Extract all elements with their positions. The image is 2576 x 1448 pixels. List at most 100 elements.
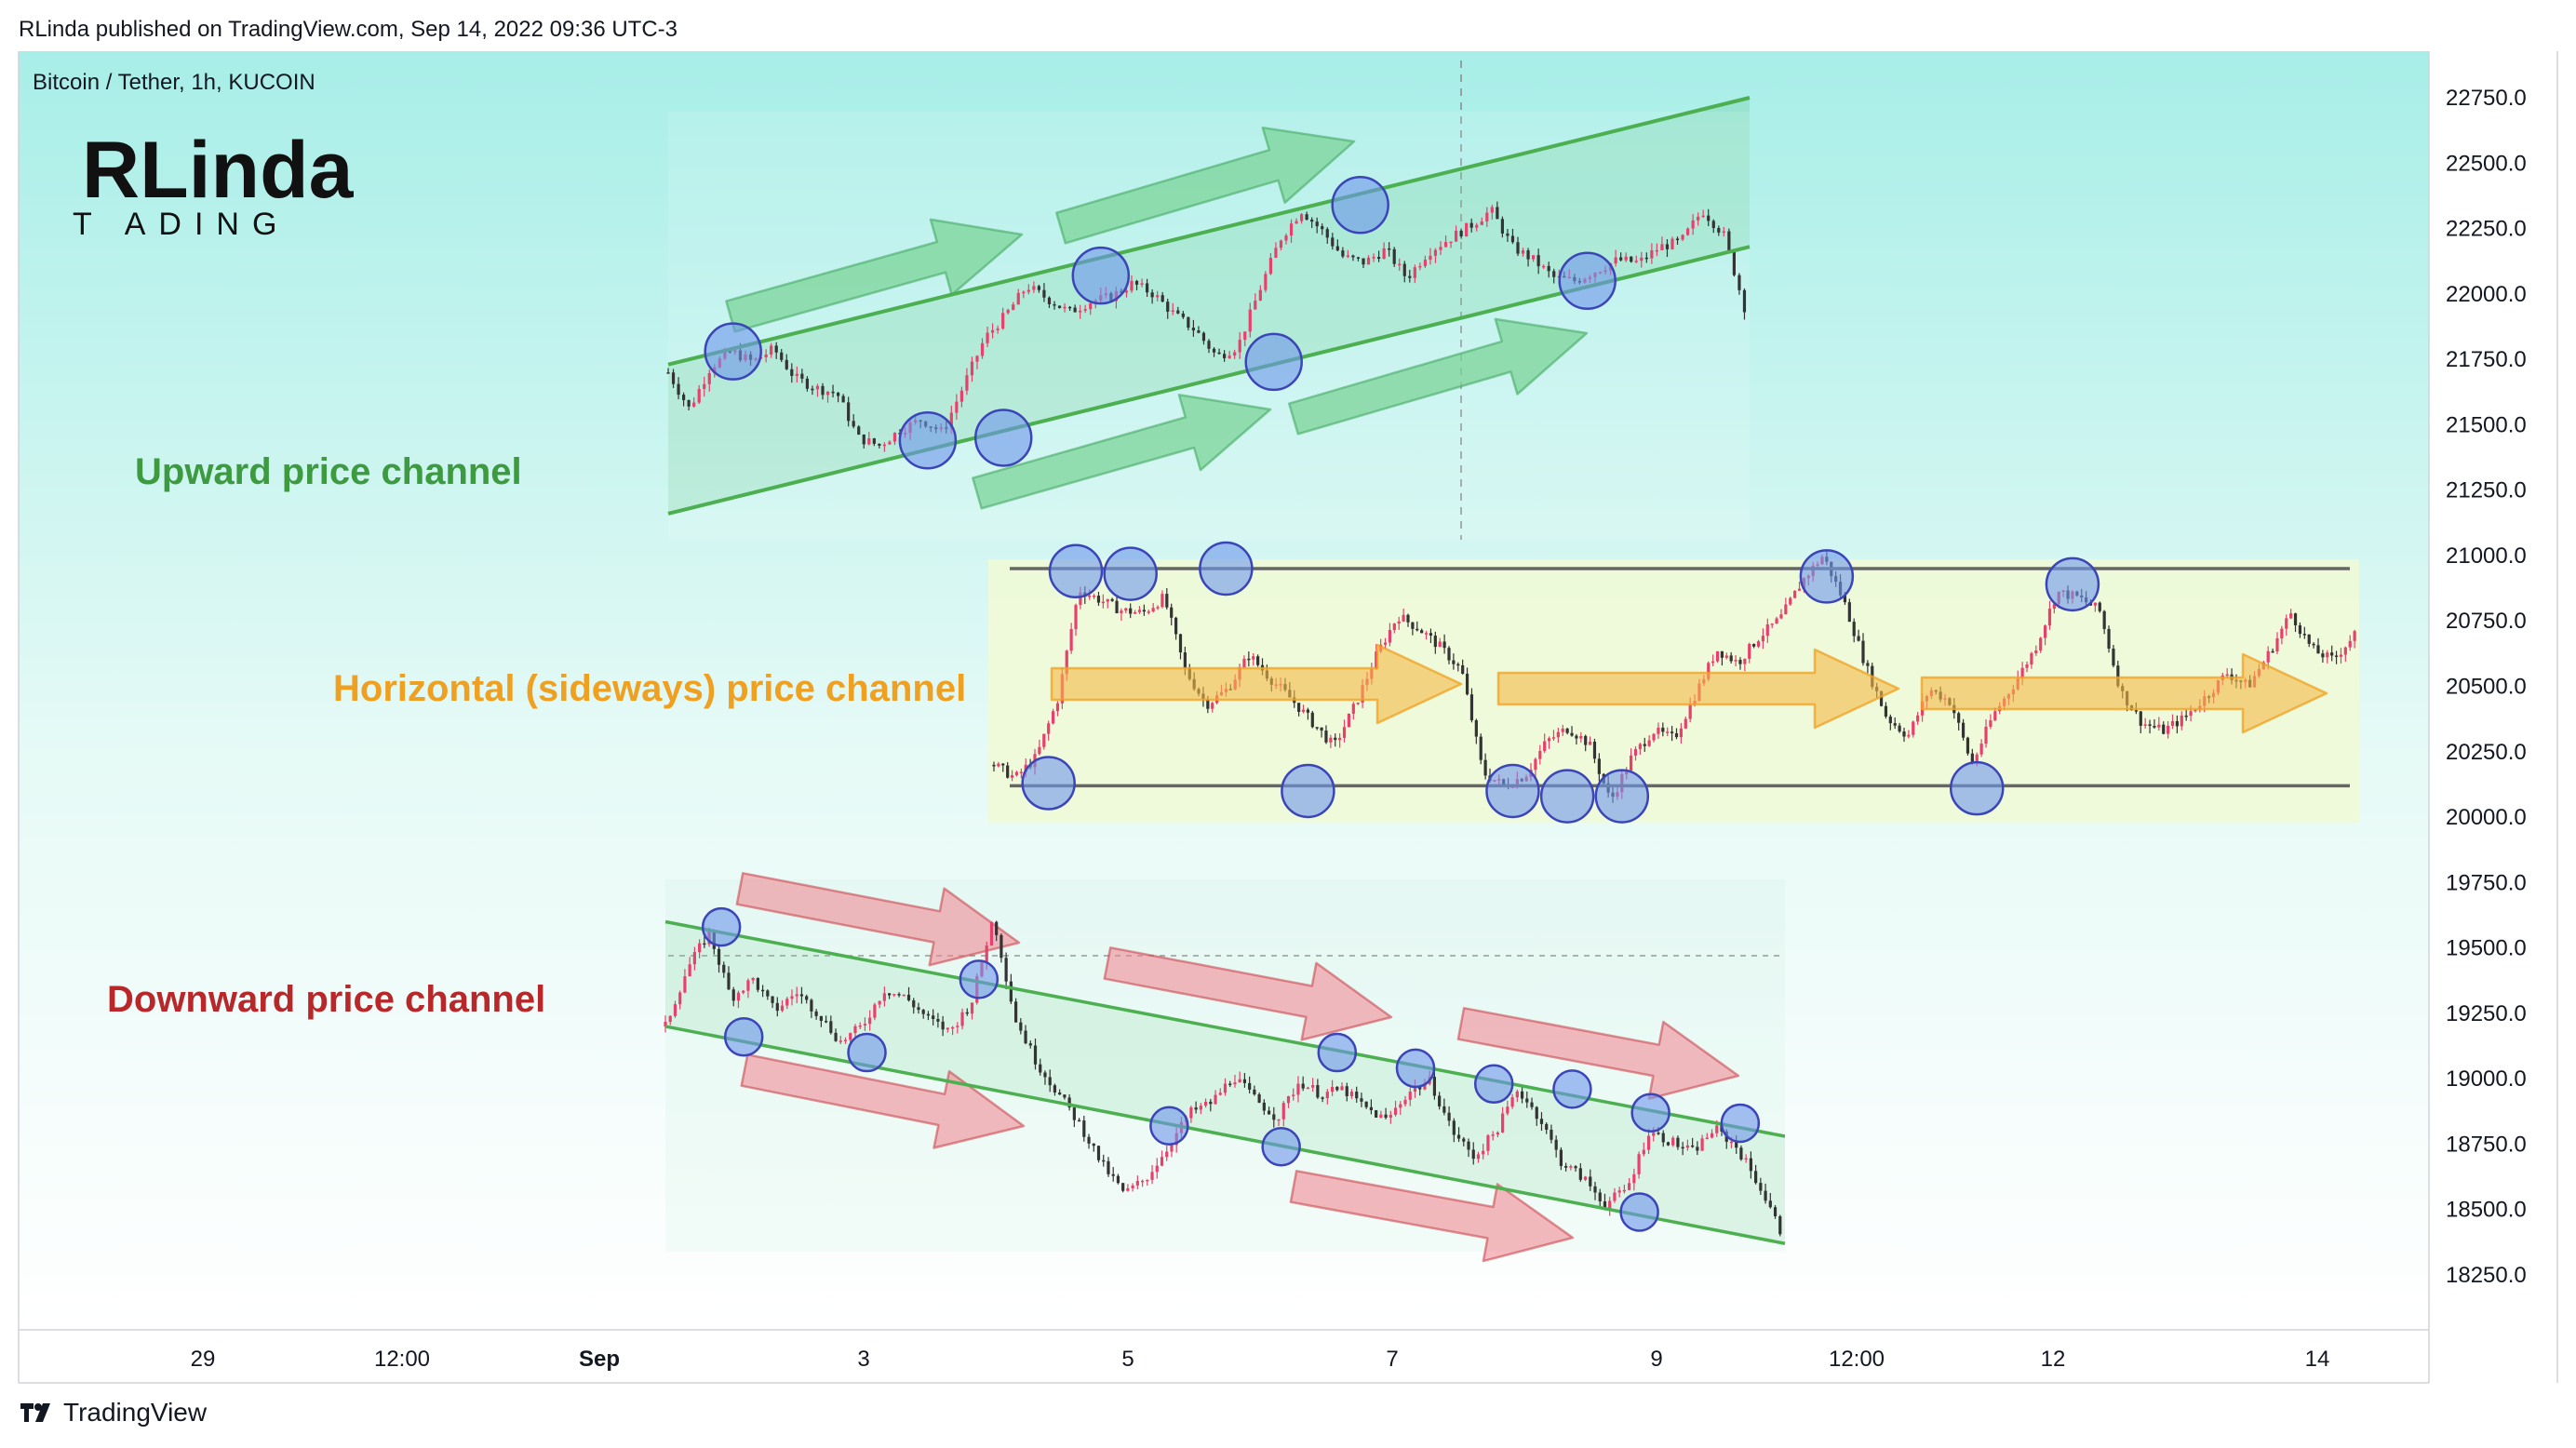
candle-body — [950, 1026, 955, 1029]
candle-body — [2271, 650, 2274, 653]
y-tick-label: 19000.0 — [2446, 1066, 2527, 1092]
touch-point-marker — [973, 409, 1033, 467]
y-tick-label: 20750.0 — [2446, 609, 2527, 634]
sideways-trend-arrow — [1496, 648, 1900, 730]
candle-body — [1961, 722, 1966, 738]
candle-body — [731, 989, 735, 1001]
candle-body — [843, 1039, 848, 1041]
candle-body — [852, 421, 855, 427]
candle-body — [1642, 1149, 1645, 1155]
candle-body — [949, 412, 953, 429]
candle-body — [1393, 1107, 1398, 1115]
candle-body — [1525, 1098, 1529, 1103]
candle-body — [1356, 257, 1361, 259]
candle-body — [2298, 624, 2302, 635]
candle-body — [1346, 255, 1349, 258]
candle-body — [1243, 331, 1247, 341]
candle-body — [1490, 207, 1494, 213]
candle-body — [992, 764, 996, 767]
candle-body — [1575, 735, 1578, 739]
candle-body — [1004, 958, 1008, 982]
candle-body — [1697, 216, 1700, 221]
candle-body — [1022, 291, 1026, 294]
candle-body — [2334, 655, 2339, 657]
candle-body — [1738, 660, 1742, 664]
candle-body — [1491, 1134, 1495, 1136]
candle-body — [1619, 257, 1623, 261]
candle-body — [1993, 711, 1997, 721]
candle-body — [1194, 1107, 1198, 1110]
candle-body — [1418, 265, 1422, 268]
candle-body — [687, 399, 691, 407]
candle-body — [2266, 650, 2270, 663]
candle-body — [819, 1015, 823, 1021]
candle-body — [829, 1021, 833, 1033]
candle-body — [1634, 261, 1638, 262]
candle-body — [1520, 1091, 1524, 1099]
candle-body — [1016, 292, 1020, 305]
candle-body — [1238, 340, 1241, 353]
touch-point-marker — [1395, 1048, 1436, 1089]
candle-body — [1637, 1154, 1641, 1174]
candle-body — [1438, 641, 1442, 648]
candle-body — [921, 1010, 925, 1014]
candle-body — [991, 329, 995, 333]
touch-point-marker — [898, 411, 958, 470]
candle-body — [785, 359, 788, 369]
candle-body — [1329, 737, 1333, 743]
candle-body — [1342, 727, 1347, 738]
candle-body — [1351, 255, 1355, 258]
candle-body — [1389, 1114, 1392, 1119]
candle-body — [1051, 711, 1055, 724]
y-axis: 22750.0 22500.0 22250.0 22000.0 21750.0 21500… — [2446, 86, 2527, 1288]
candle-body — [1681, 235, 1684, 240]
candle-body — [1485, 212, 1489, 221]
candle-body — [1397, 621, 1401, 624]
candle-body — [1146, 1179, 1149, 1182]
candle-body — [2348, 640, 2352, 648]
candle-body — [1252, 656, 1255, 660]
candle-body — [775, 1002, 779, 1012]
candle-body — [1399, 1104, 1402, 1108]
candle-body — [751, 977, 755, 981]
candle-body — [746, 980, 750, 991]
candle-body — [1552, 271, 1556, 277]
candle-body — [1264, 274, 1268, 290]
candle-body — [1398, 263, 1402, 266]
candle-body — [1026, 289, 1030, 292]
touch-point-marker — [1103, 546, 1158, 601]
candle-body — [2139, 711, 2142, 726]
candle-body — [1325, 1092, 1329, 1099]
candle-body — [1247, 658, 1251, 661]
candle-body — [1134, 280, 1139, 285]
candle-body — [1384, 1114, 1388, 1119]
candle-body — [1131, 1185, 1134, 1188]
candle-body — [1001, 313, 1005, 329]
candle-body — [1267, 1110, 1271, 1115]
touch-point-marker — [1473, 1064, 1514, 1105]
candle-body — [1866, 663, 1870, 666]
y-tick-label: 19750.0 — [2446, 870, 2527, 895]
candle-body — [722, 964, 726, 973]
candle-body — [2047, 609, 2052, 626]
candle-body — [1156, 295, 1160, 298]
upward-trend-arrow — [1054, 126, 1356, 245]
candle-body — [1362, 258, 1365, 265]
candle-body — [1674, 732, 1679, 738]
upward-channel-label: Upward price channel — [135, 451, 522, 492]
tradingview-footer[interactable]: TradingView — [19, 1398, 207, 1428]
candle-body — [867, 438, 871, 445]
candle-body — [878, 1000, 881, 1005]
candle-body — [1467, 1141, 1470, 1150]
candle-body — [1258, 289, 1262, 301]
candle-body — [1121, 1183, 1125, 1191]
upward-trend-arrow — [725, 218, 1024, 333]
touch-point-marker — [1149, 1106, 1189, 1146]
candle-body — [1088, 596, 1092, 597]
candle-body — [1334, 737, 1337, 741]
candle-body — [1340, 1086, 1344, 1091]
candle-body — [1077, 1120, 1081, 1122]
candle-body — [1214, 1094, 1217, 1105]
candle-body — [1888, 717, 1892, 724]
